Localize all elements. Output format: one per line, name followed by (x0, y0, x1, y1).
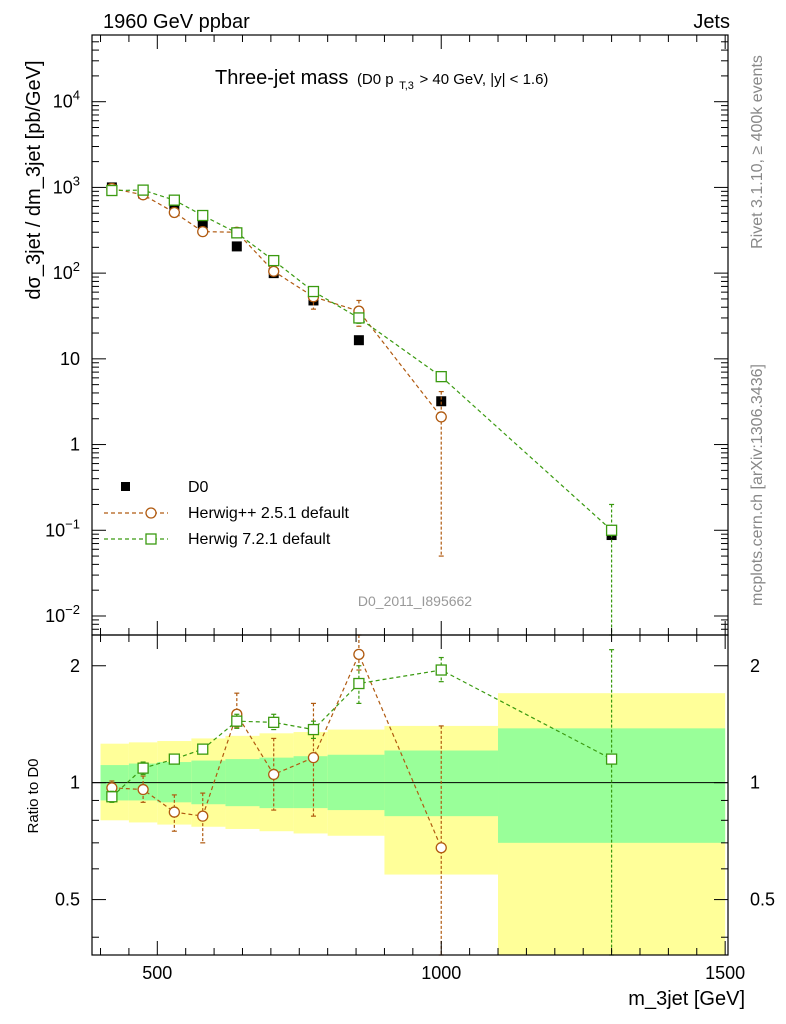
rivet-label: Rivet 3.1.10, ≥ 400k events (749, 55, 766, 249)
chart-title-sub-pre: (D0 p (357, 71, 394, 88)
ratio-y-axis-label: Ratio to D0 (25, 758, 42, 833)
x-tick-label-500: 500 (142, 963, 172, 983)
main-line-herwigpp (111, 187, 442, 418)
main-point-herwig7-9 (605, 524, 618, 536)
main-point-herwig7-2 (168, 194, 180, 206)
ratio-point-herwigpp-5 (268, 768, 280, 781)
main-point-d0-8 (436, 396, 447, 407)
x-tick-label-1500: 1500 (705, 963, 745, 983)
ratio-y-tick-label-right-2: 2 (750, 656, 760, 676)
legend-label-herwig7: Herwig 7.2.1 default (188, 531, 331, 548)
main-y-tick-base-6: 10 (45, 606, 65, 626)
main-line-herwig7 (111, 189, 612, 531)
analysis-id: D0_2011_I895662 (358, 593, 472, 609)
ratio-point-herwigpp-6 (307, 751, 320, 764)
main-point-herwig7-8 (435, 370, 447, 383)
ratio-point-herwig7-8 (435, 664, 447, 676)
main-point-herwigpp-5 (268, 265, 280, 277)
ratio-point-herwigpp-8 (435, 842, 447, 854)
mcplots-label: mcplots.cern.ch [arXiv:1306.3436] (749, 364, 766, 606)
legend-marker-herwigpp (145, 507, 157, 519)
header-left: 1960 GeV ppbar (103, 11, 250, 33)
main-y-tick-label-2: 102 (53, 259, 80, 283)
main-y-tick-label-6: 10−2 (45, 602, 80, 626)
ratio-y-tick-label-right-1: 1 (750, 773, 760, 793)
x-axis-label: m_3jet [GeV] (628, 988, 745, 1010)
legend-marker-herwig7 (145, 533, 157, 545)
ratio-point-herwig7-9 (605, 753, 618, 765)
main-y-tick-exp-2: 2 (73, 259, 80, 274)
legend-label-d0: D0 (188, 479, 209, 496)
main-y-tick-base-5: 10 (45, 520, 65, 540)
main-y-tick-exp-6: −2 (65, 602, 80, 617)
ratio-point-herwigpp-7 (353, 648, 365, 660)
main-point-herwigpp-3 (197, 225, 209, 238)
ratio-point-herwig7-2 (168, 753, 180, 765)
main-point-herwigpp-8 (435, 411, 447, 423)
ratio-point-herwig7-1 (137, 762, 149, 774)
chart-title-sub-post: > 40 GeV, |y| < 1.6) (419, 71, 548, 88)
main-point-herwig7-7 (353, 312, 365, 324)
ratio-plot-frame (91, 634, 729, 956)
ratio-point-herwigpp-1 (137, 783, 149, 796)
main-point-herwig7-4 (231, 227, 243, 239)
main-point-d0-7 (353, 335, 364, 346)
main-point-herwig7-5 (268, 254, 280, 267)
ratio-stat-band-6 (293, 756, 328, 809)
main-y-tick-base-4: 1 (70, 435, 80, 455)
main-y-tick-exp-5: −1 (65, 516, 80, 531)
legend: D0 Herwig++ 2.5.1 default Herwig 7.2.1 d… (104, 479, 350, 548)
chart-title: Three-jet mass (D0 p T,3 > 40 GeV, |y| <… (215, 67, 548, 94)
main-y-tick-label-4: 1 (70, 435, 80, 455)
ratio-point-herwigpp-2 (168, 806, 180, 818)
main-y-tick-exp-0: 4 (73, 88, 80, 103)
main-point-herwig7-1 (137, 184, 149, 196)
chart-title-sub-sub: T,3 (399, 80, 414, 92)
ratio-y-tick-label-right-0: 0.5 (750, 890, 775, 910)
main-y-tick-base-1: 10 (53, 177, 73, 197)
ratio-point-herwigpp-3 (197, 810, 209, 822)
main-point-herwig7-6 (307, 285, 320, 298)
main-point-herwig7-3 (197, 209, 209, 222)
main-y-tick-base-2: 10 (53, 263, 73, 283)
main-y-tick-exp-1: 3 (73, 173, 80, 188)
chart-title-main: Three-jet mass (215, 67, 348, 89)
legend-marker-d0 (121, 482, 130, 491)
header-right: Jets (693, 11, 730, 33)
main-point-herwig7-0 (106, 184, 118, 197)
main-y-tick-base-3: 10 (60, 349, 80, 369)
main-point-herwigpp-2 (168, 206, 180, 219)
main-y-axis-label: dσ_3jet / dm_3jet [pb/GeV] (23, 60, 45, 299)
ratio-point-herwig7-0 (106, 791, 118, 803)
main-y-tick-label-0: 104 (53, 88, 80, 112)
main-y-tick-base-0: 10 (53, 92, 73, 112)
main-y-tick-label-1: 103 (53, 173, 80, 197)
main-point-d0-3 (197, 218, 208, 229)
ratio-line-herwig7 (111, 669, 612, 798)
ratio-point-herwig7-6 (307, 723, 320, 736)
ratio-point-herwig7-7 (353, 677, 365, 690)
main-y-tick-label-5: 10−1 (45, 516, 80, 540)
main-y-tick-label-3: 10 (60, 349, 80, 369)
x-tick-label-1000: 1000 (421, 963, 461, 983)
ratio-point-herwig7-4 (231, 715, 243, 727)
legend-label-herwigpp: Herwig++ 2.5.1 default (188, 505, 350, 522)
ratio-y-tick-label-left-1: 1 (70, 773, 80, 793)
ratio-point-herwig7-3 (197, 743, 209, 755)
main-point-d0-4 (231, 241, 242, 252)
ratio-y-tick-label-left-2: 2 (70, 656, 80, 676)
ratio-y-tick-label-left-0: 0.5 (55, 890, 80, 910)
ratio-point-herwig7-5 (268, 716, 280, 728)
